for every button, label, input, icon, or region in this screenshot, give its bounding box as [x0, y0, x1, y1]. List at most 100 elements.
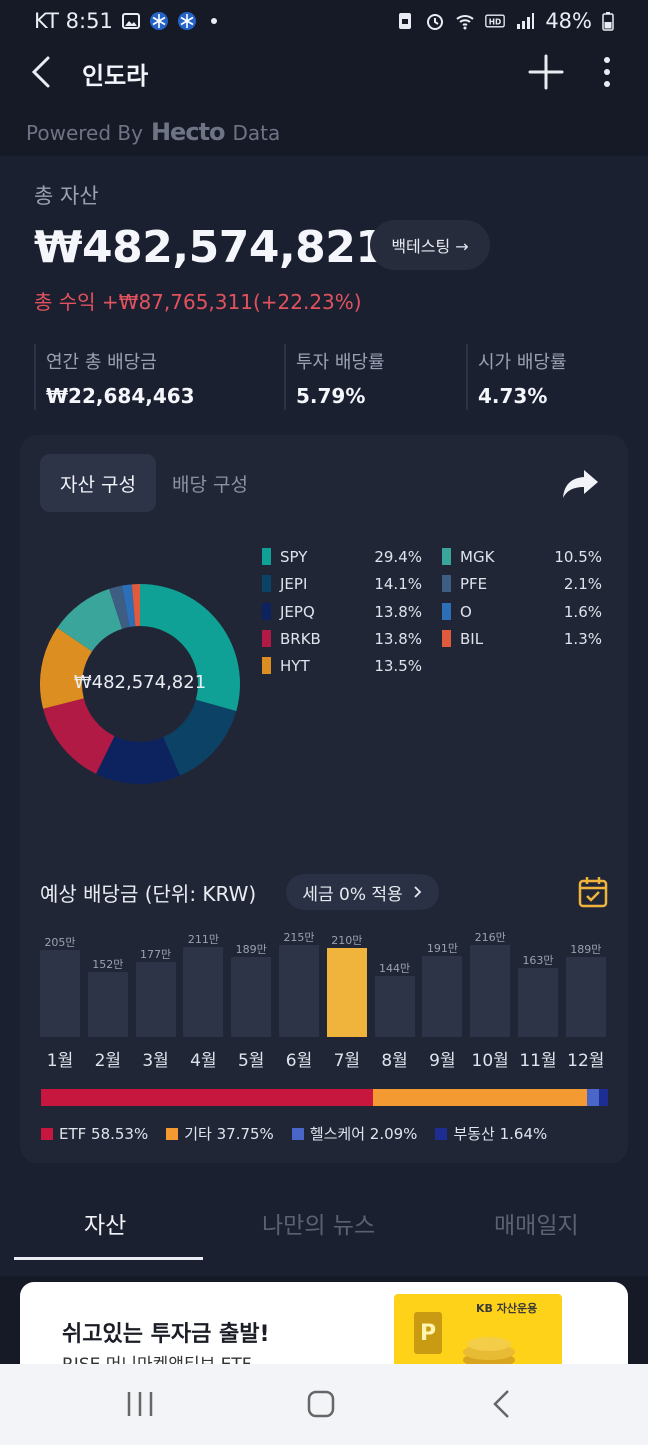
legend-item-brkb: BRKB 13.8%	[262, 628, 422, 655]
donut-slice-brkb	[43, 698, 115, 774]
image-icon	[121, 13, 140, 29]
legend-item-mgk: MGK 10.5%	[442, 546, 602, 573]
legend-ticker: BIL	[460, 629, 484, 648]
bar-column[interactable]: 177만	[135, 920, 176, 1070]
stat-annual-dividend: 연간 총 배당금 ₩22,684,463	[34, 344, 284, 410]
sector-swatch	[41, 1127, 53, 1140]
powered-prefix: Powered By	[26, 121, 143, 145]
legend-percent: 2.1%	[563, 575, 602, 594]
donut-slice-hyt	[40, 627, 93, 709]
legend-item-o: O 1.6%	[442, 601, 602, 628]
bar-value-label: 205만	[44, 935, 76, 949]
donut-slice-pfe	[109, 585, 130, 629]
donut-slice-jepq	[96, 736, 180, 784]
tax-setting-chip[interactable]: 세금 0% 적용	[286, 874, 439, 910]
sector-legend-item: 기타 37.75%	[166, 1123, 274, 1144]
legend-swatch	[262, 548, 271, 565]
banner-brand: KB 자산운용	[476, 1302, 538, 1315]
bar-value-label: 191만	[426, 941, 458, 955]
legend-swatch	[262, 629, 271, 647]
bar-value-label: 216만	[474, 931, 506, 944]
sector-legend-item: ETF 58.53%	[41, 1123, 148, 1144]
stat-investment-yield: 투자 배당률 5.79%	[284, 344, 466, 410]
sector-legend-item: 헬스케어 2.09%	[291, 1123, 418, 1144]
legend-swatch	[262, 602, 271, 620]
sector-label: 헬스케어 2.09%	[309, 1125, 418, 1143]
tab-trade-journal[interactable]: 매매일지	[494, 1213, 579, 1239]
legend-ticker: BRKB	[280, 629, 321, 648]
bar-column[interactable]: 210만	[326, 920, 367, 1070]
wifi-icon	[456, 15, 474, 30]
add-icon[interactable]	[526, 52, 566, 92]
bar-column[interactable]: 152만	[87, 920, 128, 1070]
lock-icon	[399, 13, 412, 29]
active-tab-indicator	[14, 1257, 203, 1260]
legend-percent: 13.5%	[374, 657, 422, 676]
bar	[135, 961, 176, 1037]
bar-column[interactable]: 189만	[231, 920, 272, 1070]
month-label: 9월	[429, 1051, 456, 1071]
bar-column[interactable]: 163만	[518, 920, 558, 1070]
share-icon[interactable]	[560, 466, 600, 502]
bar-column[interactable]: 191만	[422, 920, 463, 1070]
more-options-icon[interactable]	[592, 52, 622, 92]
sector-label: 기타 37.75%	[184, 1125, 274, 1143]
backtest-button[interactable]: 백테스팅 →	[370, 220, 490, 270]
tab-my-news[interactable]: 나만의 뉴스	[262, 1213, 376, 1239]
month-label: 12월	[567, 1051, 605, 1071]
bar-value-label: 189만	[570, 942, 602, 956]
calendar-icon[interactable]	[578, 876, 608, 908]
powered-suffix: Data	[232, 121, 281, 145]
svg-text:HD: HD	[489, 17, 502, 26]
donut-slice-bil	[131, 584, 140, 627]
bar	[279, 945, 319, 1037]
legend-ticker: SPY	[280, 548, 308, 566]
month-label: 2월	[94, 1051, 122, 1071]
month-label: 10월	[471, 1051, 509, 1071]
bar-value-label: 189만	[235, 942, 267, 956]
month-label: 3월	[142, 1051, 169, 1071]
expected-dividend-title: 예상 배당금 (단위: KRW)	[40, 882, 257, 906]
legend-percent: 13.8%	[374, 602, 422, 621]
battery-text: 48%	[545, 9, 592, 33]
sector-label: ETF 58.53%	[59, 1124, 149, 1143]
back-arrow-icon[interactable]	[24, 52, 64, 92]
tab-dividend-composition[interactable]: 배당 구성	[172, 474, 248, 496]
bar-column[interactable]: 205만	[40, 920, 80, 1070]
legend-column-right: MGK 10.5% PFE 2.1% O 1.6% BIL 1.3%	[442, 546, 602, 655]
bar	[518, 967, 558, 1037]
bar-column[interactable]: 211만	[183, 920, 224, 1070]
bar-column[interactable]: 144만	[374, 920, 415, 1070]
bar	[183, 947, 224, 1037]
bar-column[interactable]: 215만	[279, 920, 319, 1070]
bar-value-label: 215만	[283, 931, 315, 945]
bar-column[interactable]: 216만	[470, 920, 511, 1070]
bar-column[interactable]: 189만	[565, 920, 606, 1070]
signal-icon	[517, 13, 535, 29]
month-label: 5월	[237, 1051, 265, 1071]
bar	[374, 975, 415, 1037]
bar-value-label: 144만	[379, 961, 411, 975]
total-profit: 총 수익 +₩87,765,311(+22.23%)	[34, 290, 362, 314]
home-icon[interactable]	[301, 1384, 341, 1424]
legend-ticker: O	[460, 602, 472, 621]
recent-apps-icon[interactable]	[120, 1384, 160, 1424]
tax-chip-label: 세금 0% 적용	[302, 884, 403, 905]
sector-swatch	[166, 1127, 179, 1140]
powered-by: Powered By Hecto Data	[26, 118, 280, 146]
tab-assets[interactable]: 자산	[84, 1213, 127, 1239]
stat-label: 연간 총 배당금	[46, 352, 157, 373]
bar	[40, 949, 80, 1037]
legend-item-pfe: PFE 2.1%	[442, 573, 602, 600]
stat-market-yield: 시가 배당률 4.73%	[466, 344, 614, 410]
back-nav-icon[interactable]	[483, 1384, 523, 1424]
bar-value-label: 163만	[522, 953, 554, 967]
donut-slice-mgk	[57, 588, 123, 652]
bar-value-label: 211만	[187, 933, 219, 947]
hd-icon: HD	[485, 14, 506, 28]
bar	[326, 947, 367, 1037]
legend-item-jepi: JEPI 14.1%	[262, 573, 422, 600]
tab-asset-composition[interactable]: 자산 구성	[40, 454, 156, 512]
month-label: 6월	[285, 1051, 313, 1071]
sector-segment	[586, 1089, 599, 1106]
